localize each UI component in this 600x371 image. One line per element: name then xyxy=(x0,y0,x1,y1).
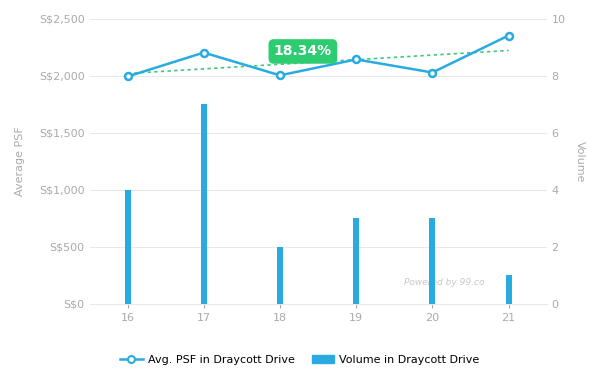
Text: 18.34%: 18.34% xyxy=(274,45,332,59)
Bar xyxy=(430,218,436,303)
Text: Powered by 99.co: Powered by 99.co xyxy=(404,278,485,286)
Y-axis label: Average PSF: Average PSF xyxy=(15,127,25,196)
Bar xyxy=(277,247,283,303)
Bar xyxy=(201,104,207,303)
Y-axis label: Volume: Volume xyxy=(575,141,585,182)
Bar xyxy=(353,218,359,303)
Legend: Avg. PSF in Draycott Drive, Volume in Draycott Drive: Avg. PSF in Draycott Drive, Volume in Dr… xyxy=(116,350,484,369)
Bar xyxy=(506,275,512,303)
Bar xyxy=(125,190,131,303)
